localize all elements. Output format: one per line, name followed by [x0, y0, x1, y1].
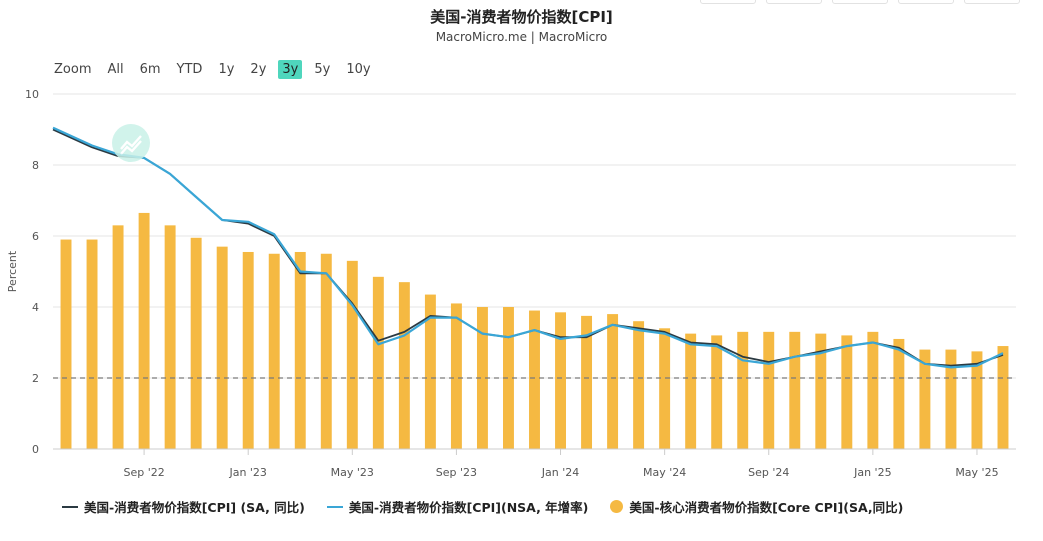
- y-tick-label: 0: [32, 443, 39, 456]
- core-cpi-bar: [919, 349, 931, 449]
- top-tab[interactable]: [964, 0, 1020, 4]
- core-cpi-bar: [893, 338, 905, 449]
- core-cpi-bar: [841, 335, 853, 449]
- y-tick-label: 6: [32, 230, 39, 243]
- core-cpi-bar: [190, 237, 202, 449]
- zoom-label: Zoom: [54, 62, 92, 77]
- chart-title: 美国-消费者物价指数[CPI]: [430, 8, 613, 26]
- range-10y-button[interactable]: 10y: [346, 62, 371, 77]
- core-cpi-bar: [529, 310, 540, 449]
- x-tick-label: Sep '24: [748, 466, 789, 479]
- core-cpi-bar: [216, 246, 228, 449]
- legend-swatch-core-cpi: [610, 500, 624, 513]
- core-cpi-bar: [60, 239, 72, 449]
- core-cpi-bar: [294, 251, 306, 449]
- core-cpi-bar: [711, 335, 723, 449]
- legend-label-core-cpi: 美国-核心消费者物价指数[Core CPI](SA,同比): [629, 500, 904, 515]
- core-cpi-bar: [320, 253, 332, 449]
- range-2y-button[interactable]: 2y: [250, 62, 267, 77]
- x-tick-label: Jan '23: [228, 466, 266, 479]
- legend: 美国-消费者物价指数[CPI] (SA, 同比) 美国-消费者物价指数[CPI]…: [62, 497, 925, 516]
- core-cpi-bar: [398, 282, 410, 449]
- legend-item-core-cpi[interactable]: 美国-核心消费者物价指数[Core CPI](SA,同比): [610, 497, 903, 516]
- core-cpi-bar: [555, 312, 566, 449]
- core-cpi-bar: [685, 333, 697, 449]
- core-cpi-bar: [971, 351, 983, 449]
- range-5y-button[interactable]: 5y: [314, 62, 331, 77]
- core-cpi-bar: [763, 331, 775, 449]
- core-cpi-bar: [450, 303, 462, 449]
- core-cpi-bar: [424, 294, 436, 449]
- x-tick-label: Sep '23: [436, 466, 477, 479]
- x-tick-label: Sep '22: [123, 466, 164, 479]
- core-cpi-bar: [242, 251, 254, 449]
- core-cpi-bar: [346, 260, 358, 449]
- top-tab[interactable]: [700, 0, 756, 4]
- range-1y-button[interactable]: 1y: [218, 62, 235, 77]
- y-axis-label: Percent: [6, 250, 19, 292]
- core-cpi-bar: [867, 331, 879, 449]
- core-cpi-bar: [633, 321, 645, 449]
- top-tab[interactable]: [898, 0, 954, 4]
- core-cpi-bar: [945, 349, 957, 449]
- x-tick-label: May '24: [643, 466, 686, 479]
- range-3y-button[interactable]: 3y: [278, 60, 303, 79]
- top-tab[interactable]: [766, 0, 822, 4]
- core-cpi-bar: [659, 328, 671, 449]
- y-tick-label: 4: [32, 301, 39, 314]
- y-tick-label: 10: [25, 88, 39, 101]
- core-cpi-bar: [86, 239, 98, 449]
- range-selector: Zoom All 6m YTD 1y 2y 3y 5y 10y: [54, 60, 383, 79]
- watermark-logo: [112, 124, 150, 162]
- legend-swatch-cpi-nsa: [326, 505, 343, 508]
- y-tick-label: 8: [32, 159, 39, 172]
- core-cpi-bar: [789, 331, 801, 449]
- core-cpi-bar: [607, 314, 619, 449]
- range-ytd-button[interactable]: YTD: [176, 62, 203, 77]
- core-cpi-bar: [815, 333, 827, 449]
- core-cpi-bar: [476, 307, 488, 449]
- legend-swatch-cpi-sa: [62, 505, 78, 508]
- legend-label-cpi-nsa: 美国-消费者物价指数[CPI](NSA, 年增率): [348, 500, 589, 515]
- cpi-nsa-line: [52, 126, 1004, 369]
- range-all-button[interactable]: All: [107, 62, 124, 77]
- x-tick-label: Jan '24: [541, 466, 579, 479]
- legend-label-cpi-sa: 美国-消费者物价指数[CPI] (SA, 同比): [84, 500, 305, 515]
- core-cpi-bar: [138, 212, 150, 449]
- core-cpi-bar: [372, 276, 384, 449]
- core-cpi-bar: [503, 307, 514, 449]
- legend-item-cpi-sa[interactable]: 美国-消费者物价指数[CPI] (SA, 同比): [62, 497, 305, 516]
- legend-item-cpi-nsa[interactable]: 美国-消费者物价指数[CPI](NSA, 年增率): [326, 497, 589, 516]
- range-6m-button[interactable]: 6m: [139, 62, 161, 77]
- core-cpi-bar: [268, 253, 280, 449]
- core-cpi-bar: [112, 225, 124, 449]
- core-cpi-bar: [997, 346, 1009, 449]
- core-cpi-bar: [164, 225, 176, 449]
- x-tick-label: Jan '25: [853, 466, 891, 479]
- top-tab[interactable]: [832, 0, 888, 4]
- core-cpi-bar: [737, 331, 749, 449]
- core-cpi-bar: [581, 315, 593, 449]
- chart-subtitle: MacroMicro.me | MacroMicro: [435, 30, 608, 44]
- y-tick-label: 2: [32, 372, 39, 385]
- x-tick-label: May '23: [331, 466, 374, 479]
- x-tick-label: May '25: [955, 466, 998, 479]
